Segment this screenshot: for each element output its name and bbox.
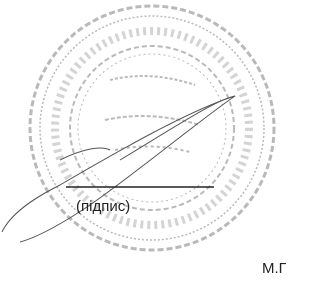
stamp [30,6,274,250]
stamp-caption: М.П [262,260,286,277]
stamp-and-signature [0,0,286,281]
signature-caption: (підпис) [76,198,130,215]
document-fragment: (підпис) М.П [0,0,286,281]
